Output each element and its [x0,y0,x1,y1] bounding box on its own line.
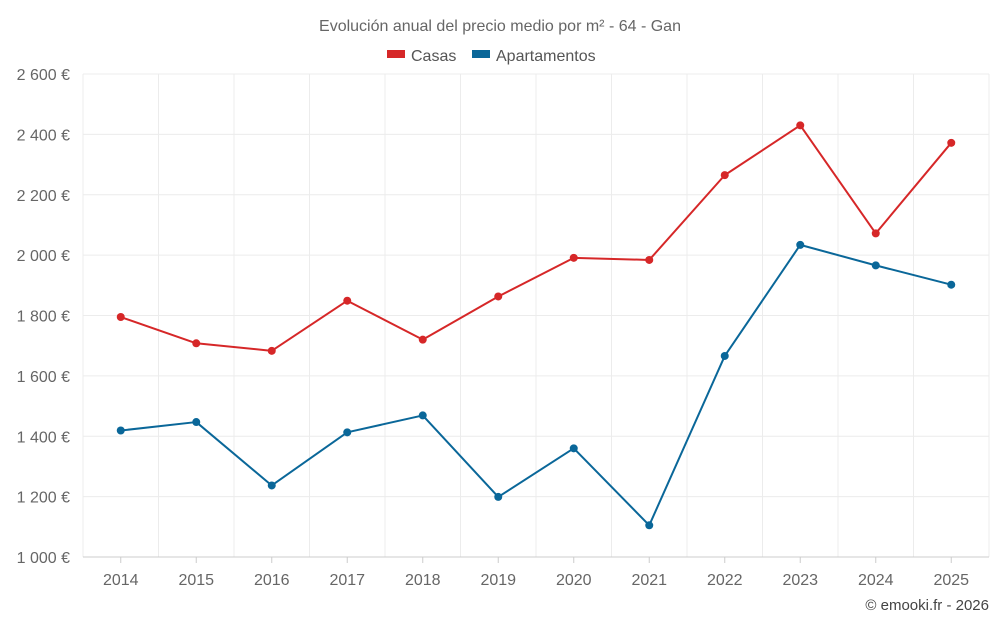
data-point-apartamentos[interactable] [947,280,956,289]
data-point-apartamentos[interactable] [418,411,427,420]
data-point-apartamentos[interactable] [871,261,880,270]
data-point-apartamentos[interactable] [494,492,503,501]
x-tick-label: 2016 [254,572,290,589]
y-tick-label: 2 200 € [17,188,70,205]
data-point-casas[interactable] [192,339,201,348]
x-tick-label: 2020 [556,572,592,589]
data-point-apartamentos[interactable] [645,521,654,530]
series-group [116,121,956,530]
data-point-casas[interactable] [871,229,880,238]
x-tick-label: 2025 [933,572,969,589]
data-point-casas[interactable] [720,171,729,180]
y-tick-label: 2 600 € [17,67,70,84]
chart-title: Evolución anual del precio medio por m² … [319,18,681,35]
x-tick-label: 2019 [480,572,516,589]
y-tick-label: 1 200 € [17,490,70,507]
grid [82,73,990,558]
data-point-casas[interactable] [418,335,427,344]
axes: 1 000 € 1 200 € 1 400 € 1 600 € 1 800 € 2 000… [17,67,989,589]
y-tick-label: 1 800 € [17,309,70,326]
x-tick-label: 2018 [405,572,441,589]
y-tick-label: 2 400 € [17,127,70,144]
y-tick-label: 1 600 € [17,369,70,386]
x-tick-label: 2024 [858,572,894,589]
y-tick-label: 2 000 € [17,248,70,265]
data-point-casas[interactable] [569,253,578,262]
credit-text: © emooki.fr - 2026 [865,597,989,614]
data-point-apartamentos[interactable] [796,240,805,249]
data-point-apartamentos[interactable] [569,444,578,453]
x-tick-label: 2021 [631,572,667,589]
series-line-casas [120,124,953,352]
x-tick-label: 2015 [178,572,214,589]
data-point-apartamentos[interactable] [343,428,352,437]
y-tick-label: 1 000 € [17,550,70,567]
data-point-apartamentos[interactable] [116,426,125,435]
data-point-casas[interactable] [947,138,956,147]
data-point-apartamentos[interactable] [192,418,201,427]
legend-label-casas: Casas [411,48,456,65]
data-point-apartamentos[interactable] [720,351,729,360]
data-point-casas[interactable] [343,296,352,305]
x-tick-label: 2014 [103,572,139,589]
legend-swatch-casas [387,50,405,58]
y-tick-label: 1 400 € [17,429,70,446]
data-point-apartamentos[interactable] [267,481,276,490]
legend-label-apartamentos: Apartamentos [496,48,596,65]
data-point-casas[interactable] [116,313,125,322]
data-point-casas[interactable] [267,346,276,355]
legend: Casas Apartamentos [387,48,596,65]
series-line-apartamentos [120,243,952,527]
legend-swatch-apartamentos [472,50,490,58]
data-point-casas[interactable] [645,255,654,264]
x-tick-label: 2022 [707,572,743,589]
x-tick-label: 2023 [782,572,818,589]
data-point-casas[interactable] [494,292,503,301]
data-point-casas[interactable] [796,121,805,130]
x-tick-label: 2017 [329,572,365,589]
